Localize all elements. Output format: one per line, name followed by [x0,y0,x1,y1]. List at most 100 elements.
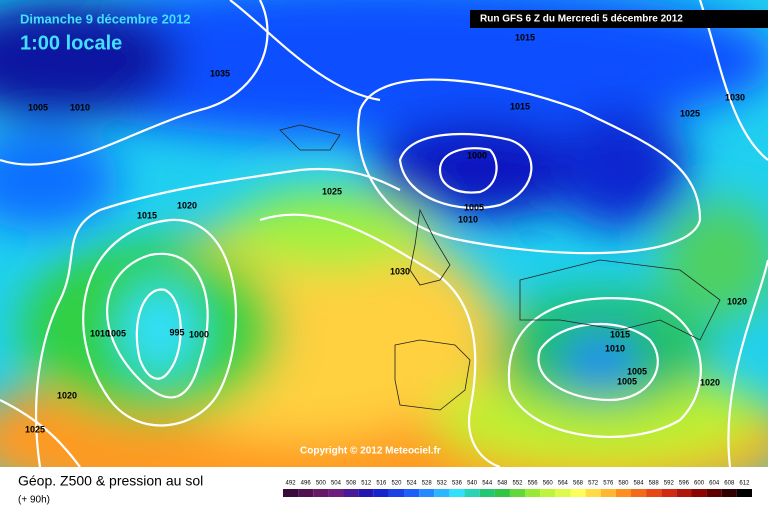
forecast-lead: (+ 90h) [18,495,50,506]
scale-swatch [630,489,647,497]
scale-swatch [494,489,510,497]
scale-swatch [706,489,722,497]
scale-swatch [404,489,420,497]
scale-label: 524 [407,481,418,487]
scale-label: 548 [497,481,508,487]
scale-swatch [328,489,344,497]
isobar-label: 1005 [106,328,126,338]
isobar-label: 1025 [322,186,342,196]
scale-label: 580 [618,481,629,487]
scale-label: 584 [634,481,645,487]
scale-label: 508 [346,481,357,487]
scale-swatch [676,489,692,497]
scale-swatch [283,489,299,497]
scale-swatch [419,489,435,497]
time: 1:00 locale [20,32,122,54]
scale-swatch [691,489,707,497]
scale-swatch [373,489,389,497]
isobar-label: 1015 [510,101,530,111]
isobar-label: 1005 [627,366,647,376]
footer-title: Géop. Z500 & pression au sol [18,473,203,489]
scale-label: 520 [391,481,402,487]
isobar-label: 1010 [70,102,90,112]
scale-swatch [358,489,374,497]
scale-swatch [600,489,616,497]
scale-label: 516 [376,481,387,487]
isobar-label: 1005 [617,376,637,386]
isobar-label: 1005 [28,102,48,112]
scale-swatch [509,489,526,497]
isobar-label: 1015 [610,329,630,339]
scale-swatch [464,489,480,497]
scale-swatch [736,489,752,497]
isobar-label: 1020 [700,377,720,387]
scale-label: 572 [588,481,599,487]
scale-label: 564 [558,481,569,487]
scale-swatch [615,489,631,497]
scale-label: 596 [679,481,690,487]
scale-swatch [661,489,677,497]
date: Dimanche 9 décembre 2012 [20,11,191,26]
scale-label: 612 [739,481,750,487]
isobar-label: 1020 [57,390,77,400]
isobars [0,0,768,467]
scale-label: 496 [301,481,312,487]
isobar-label: 1000 [467,150,487,160]
isobar-label: 1020 [727,296,747,306]
scale-label: 512 [361,481,372,487]
scale-swatch [449,489,465,497]
scale-swatch [343,489,359,497]
scale-label: 528 [422,481,433,487]
scale-label: 608 [724,481,735,487]
scale-swatch [525,489,541,497]
scale-label: 544 [482,481,493,487]
scale-label: 592 [664,481,675,487]
color-scale: 492 496 500 504 508 512 516 520 524 528 532 536 540 5… [283,481,752,497]
scale-swatch [479,489,495,497]
copyright: Copyright © 2012 Meteociel.fr [300,446,441,457]
isobar-label: 1030 [390,266,410,276]
scale-swatch [555,489,571,497]
scale-label: 588 [649,481,660,487]
scale-label: 576 [603,481,614,487]
isobar-label: 1010 [458,214,478,224]
scale-label: 500 [316,481,327,487]
isobar-label: 1005 [464,202,484,212]
run-info: Run GFS 6 Z du Mercredi 5 décembre 2012 [480,14,683,25]
scale-label: 604 [709,481,720,487]
scale-label: 540 [467,481,478,487]
scale-swatch [540,489,556,497]
isobar-label: 1010 [90,328,110,338]
scale-swatch [646,489,662,497]
isobar-label: 1020 [177,200,197,210]
scale-swatch [570,489,586,497]
scale-label: 552 [512,481,523,487]
isobar-label: 1000 [189,329,209,339]
isobar-label: 1025 [25,424,45,434]
scale-label: 556 [528,481,539,487]
scale-label: 600 [694,481,705,487]
isobar-label: 1015 [515,32,535,42]
isobar-label: 1015 [137,210,157,220]
scale-label: 504 [331,481,342,487]
scale-label: 536 [452,481,463,487]
scale-swatch [721,489,737,497]
isobar-label: 995 [169,327,184,337]
run-banner [470,10,768,28]
scale-swatch [434,489,450,497]
scale-swatch [388,489,405,497]
scale-swatch [585,489,601,497]
isobar-label: 1030 [725,92,745,102]
scale-label: 532 [437,481,448,487]
isobar-label: 1025 [680,108,700,118]
scale-label: 560 [543,481,554,487]
scale-label: 492 [286,481,297,487]
scale-swatch [298,489,314,497]
scale-swatch [313,489,329,497]
isobar-label: 1010 [605,343,625,353]
isobar-label: 1035 [210,68,230,78]
scale-label: 568 [573,481,584,487]
coastlines [279,124,721,411]
